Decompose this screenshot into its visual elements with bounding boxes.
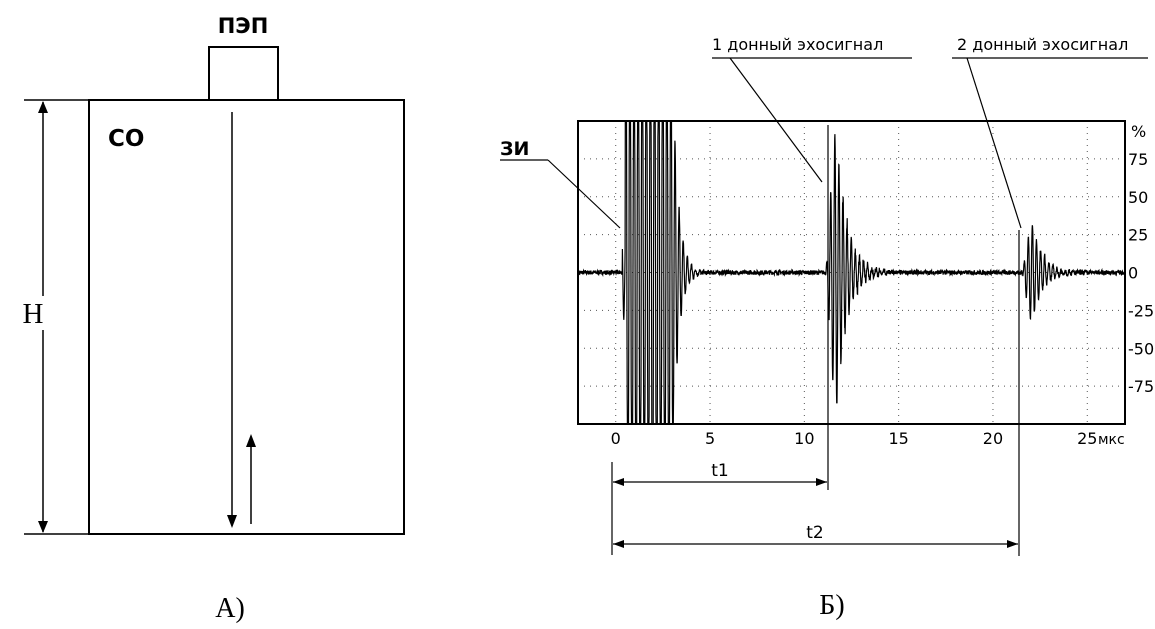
x-tick-label: 0 bbox=[611, 429, 621, 448]
echo2-label: 2 донный эхосигнал bbox=[957, 35, 1128, 54]
x-tick-label: 25 bbox=[1077, 429, 1097, 448]
chart-frame bbox=[577, 120, 1126, 425]
zi-label: ЗИ bbox=[500, 138, 529, 160]
signal-trace bbox=[578, 120, 1125, 425]
y-tick-label: 0 bbox=[1128, 264, 1138, 283]
up-wave-arrowhead bbox=[246, 434, 256, 447]
x-tick-label: 15 bbox=[888, 429, 908, 448]
x-tick-label: 10 bbox=[794, 429, 814, 448]
t2-arrow-left bbox=[613, 540, 624, 548]
t1-label: t1 bbox=[711, 461, 728, 481]
chart-grid bbox=[578, 121, 1125, 424]
y-tick-label: -50 bbox=[1128, 339, 1154, 358]
y-tick-label: 50 bbox=[1128, 188, 1148, 207]
sample-label: СО bbox=[108, 126, 144, 152]
y-tick-label: 75 bbox=[1128, 150, 1148, 169]
echo1-leader-line bbox=[729, 57, 823, 183]
chart-tick-labels: 0 5 10 15 20 25 75 50 25 0 -25 -50 -75 bbox=[611, 150, 1155, 448]
t1-arrow-right bbox=[816, 478, 827, 486]
height-label-mask bbox=[26, 296, 52, 330]
panel-a-caption: А) bbox=[215, 593, 245, 624]
y-tick-label: 25 bbox=[1128, 226, 1148, 245]
echo1-label: 1 донный эхосигнал bbox=[712, 35, 883, 54]
height-arrow-top bbox=[38, 101, 48, 113]
t2-arrow-right bbox=[1007, 540, 1018, 548]
x-tick-label: 20 bbox=[983, 429, 1003, 448]
panel-b: 0 5 10 15 20 25 75 50 25 0 -25 -50 -75 % мкс ЗИ 1 до… bbox=[500, 35, 1154, 621]
panel-b-caption: Б) bbox=[819, 590, 844, 621]
sample-block bbox=[88, 99, 405, 535]
x-unit-label: мкс bbox=[1098, 432, 1125, 448]
probe-label: ПЭП bbox=[218, 14, 269, 38]
height-label: Н bbox=[23, 298, 44, 330]
zi-leader-line bbox=[547, 159, 621, 229]
echo2-leader-line bbox=[966, 57, 1022, 229]
down-wave-arrowhead bbox=[227, 515, 237, 528]
y-unit-label: % bbox=[1131, 122, 1146, 141]
height-arrow-bottom bbox=[38, 521, 48, 533]
probe-transducer bbox=[208, 46, 279, 101]
y-tick-label: -25 bbox=[1128, 301, 1154, 320]
y-tick-label: -75 bbox=[1128, 377, 1154, 396]
t1-arrow-left bbox=[613, 478, 624, 486]
panel-a: ПЭП СО Н А) bbox=[23, 14, 405, 624]
t2-label: t2 bbox=[806, 523, 823, 543]
x-tick-label: 5 bbox=[705, 429, 715, 448]
